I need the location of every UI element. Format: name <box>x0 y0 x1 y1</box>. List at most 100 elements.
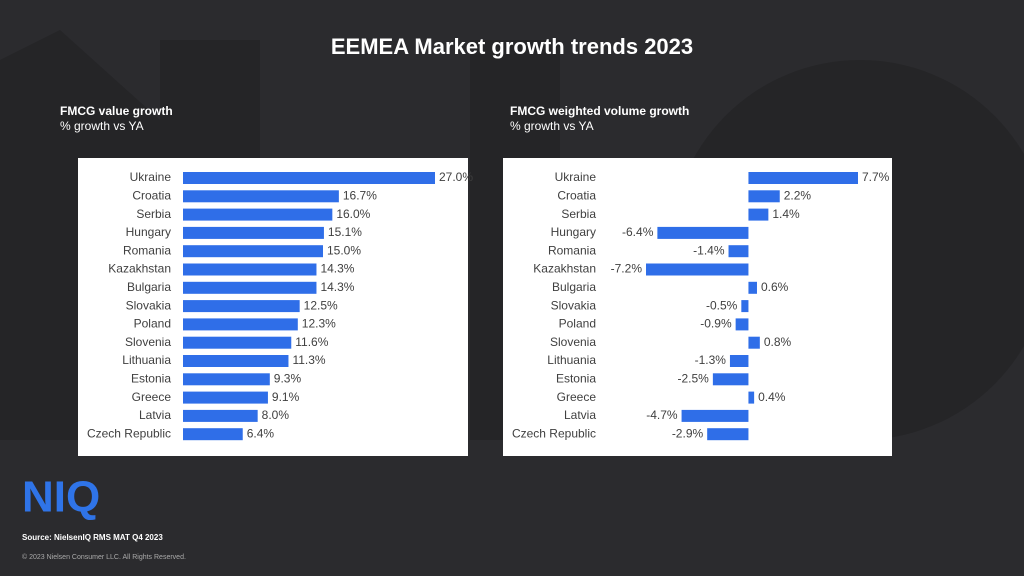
value-label: 15.1% <box>328 225 362 239</box>
category-label: Poland <box>134 317 171 331</box>
value-label: 0.8% <box>764 335 792 349</box>
bar <box>183 318 298 331</box>
bar <box>183 190 339 203</box>
bar <box>183 245 323 258</box>
logo: NIQ <box>22 473 100 522</box>
bar <box>741 300 749 313</box>
value-label: -7.2% <box>611 262 643 276</box>
chart-title: FMCG weighted volume growth <box>510 104 689 118</box>
category-label: Greece <box>132 390 172 404</box>
chart-subtitle: % growth vs YA <box>510 119 594 133</box>
value-label: -2.9% <box>672 426 704 440</box>
value-label: -6.4% <box>622 225 654 239</box>
category-label: Serbia <box>136 207 171 221</box>
value-label: -1.3% <box>695 353 727 367</box>
value-label: 14.3% <box>320 262 354 276</box>
bar <box>729 355 749 367</box>
value-label: 9.3% <box>274 371 302 385</box>
value-label: 16.0% <box>336 207 370 221</box>
bar <box>183 355 289 367</box>
category-label: Hungary <box>126 225 171 239</box>
chart-title: FMCG value growth <box>60 104 173 118</box>
category-label: Croatia <box>132 188 171 202</box>
bar <box>183 300 300 313</box>
value-label: 1.4% <box>772 207 800 221</box>
category-label: Estonia <box>131 371 171 385</box>
bar <box>183 281 317 294</box>
bar <box>712 373 749 386</box>
bar <box>183 208 333 221</box>
category-label: Slovenia <box>125 335 171 349</box>
value-label: -0.9% <box>700 317 732 331</box>
value-label: 11.3% <box>292 353 325 367</box>
bar <box>646 263 749 276</box>
category-label: Slovakia <box>551 298 597 312</box>
value-label: 0.6% <box>761 280 789 294</box>
category-label: Hungary <box>551 225 596 239</box>
bar <box>183 226 324 239</box>
category-label: Greece <box>557 390 597 404</box>
category-label: Estonia <box>556 371 596 385</box>
value-label: 8.0% <box>262 408 290 422</box>
bar <box>728 245 749 258</box>
value-label: 12.5% <box>304 298 338 312</box>
value-label: -4.7% <box>646 408 678 422</box>
bar <box>183 336 292 349</box>
category-label: Ukraine <box>130 170 172 184</box>
category-label: Latvia <box>139 408 171 422</box>
bar <box>183 373 270 386</box>
value-label: 12.3% <box>302 317 336 331</box>
category-label: Lithuania <box>547 353 596 367</box>
category-label: Bulgaria <box>127 280 171 294</box>
bar <box>183 409 258 422</box>
bar <box>183 391 268 404</box>
bar <box>748 190 780 203</box>
category-label: Serbia <box>561 207 596 221</box>
chart-panel <box>503 158 892 456</box>
category-label: Croatia <box>557 188 596 202</box>
value-label: -1.4% <box>693 243 725 257</box>
category-label: Poland <box>559 317 596 331</box>
source: Source: NielsenIQ RMS MAT Q4 2023 <box>22 533 163 542</box>
chart-subtitle: % growth vs YA <box>60 119 144 133</box>
category-label: Slovakia <box>126 298 172 312</box>
bar <box>748 336 760 349</box>
category-label: Ukraine <box>555 170 597 184</box>
value-label: -2.5% <box>678 371 710 385</box>
category-label: Kazakhstan <box>108 262 171 276</box>
category-label: Kazakhstan <box>533 262 596 276</box>
value-label: 6.4% <box>247 426 275 440</box>
category-label: Romania <box>123 243 171 257</box>
bar <box>748 172 858 184</box>
slide-title: EEMEA Market growth trends 2023 <box>331 34 693 59</box>
bar <box>748 281 757 294</box>
value-label: 14.3% <box>320 280 354 294</box>
bar <box>735 318 749 331</box>
value-label: 7.7% <box>862 170 890 184</box>
bar <box>707 428 749 441</box>
bar <box>183 263 317 276</box>
value-label: 11.6% <box>295 335 328 349</box>
category-label: Czech Republic <box>87 426 171 440</box>
value-label: 2.2% <box>784 188 812 202</box>
category-label: Slovenia <box>550 335 596 349</box>
bar <box>183 428 243 441</box>
value-label: 16.7% <box>343 188 377 202</box>
category-label: Lithuania <box>122 353 171 367</box>
value-label: 27.0% <box>439 170 473 184</box>
category-label: Bulgaria <box>552 280 596 294</box>
bar <box>681 409 749 422</box>
category-label: Romania <box>548 243 596 257</box>
value-label: -0.5% <box>706 298 738 312</box>
bar <box>657 226 749 239</box>
bar <box>748 208 769 221</box>
value-label: 15.0% <box>327 243 361 257</box>
copyright: © 2023 Nielsen Consumer LLC. All Rights … <box>22 553 186 561</box>
value-label: 9.1% <box>272 390 300 404</box>
bar <box>183 172 435 184</box>
value-label: 0.4% <box>758 390 786 404</box>
category-label: Latvia <box>564 408 596 422</box>
category-label: Czech Republic <box>512 426 596 440</box>
